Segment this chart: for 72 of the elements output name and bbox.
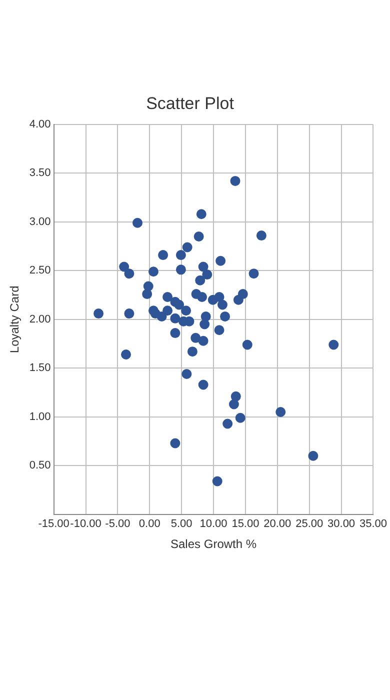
point — [230, 391, 241, 402]
point — [174, 300, 184, 310]
point — [222, 418, 233, 429]
point — [195, 275, 206, 286]
x-tick-label: -5.00 — [105, 518, 130, 530]
x-tick-label: 20.00 — [264, 518, 292, 530]
point — [220, 311, 230, 322]
point — [119, 262, 130, 272]
point — [190, 332, 201, 343]
point — [200, 311, 211, 322]
y-tick-label: 2.00 — [29, 313, 51, 326]
point — [156, 311, 167, 322]
y-tick-label: 3.50 — [29, 167, 51, 180]
point — [181, 306, 192, 316]
point — [217, 300, 228, 310]
point — [248, 268, 259, 279]
point — [132, 218, 142, 228]
point — [94, 308, 104, 319]
point — [176, 250, 186, 260]
x-tick-label: 30.00 — [328, 518, 356, 530]
point — [187, 346, 198, 357]
point — [228, 399, 239, 410]
point — [158, 250, 168, 260]
point — [198, 380, 208, 390]
point — [170, 328, 180, 338]
point — [198, 336, 208, 346]
point — [214, 325, 224, 336]
x-tick-label: -10.00 — [70, 518, 102, 530]
x-tick-label: 0.00 — [138, 518, 160, 530]
point — [242, 340, 252, 350]
point — [182, 242, 192, 252]
y-tick-label: 4.00 — [29, 118, 51, 130]
point — [198, 262, 208, 272]
point — [276, 407, 286, 418]
point — [194, 232, 204, 242]
point — [148, 266, 158, 277]
point — [196, 209, 206, 220]
x-tick-label: -15.00 — [38, 518, 70, 530]
x-tick-label: 15.00 — [232, 518, 260, 530]
chart-title: Scatter Plot — [146, 94, 234, 113]
x-axis-title: Sales Growth % — [170, 537, 257, 552]
x-tick-label: 5.00 — [170, 518, 192, 530]
y-tick-label: 0.50 — [29, 460, 51, 472]
point — [256, 230, 266, 241]
point — [182, 369, 192, 379]
y-tick-label: 1.50 — [29, 362, 51, 374]
point — [143, 281, 154, 292]
point — [328, 340, 339, 350]
point — [176, 264, 186, 275]
point — [202, 270, 212, 280]
x-tick-label: 10.00 — [200, 518, 228, 530]
y-tick-label: 3.00 — [29, 216, 51, 228]
point — [162, 306, 173, 316]
x-tick-label: 35.00 — [359, 518, 387, 530]
point — [235, 412, 246, 423]
x-tick-label: 25.00 — [296, 518, 324, 530]
point — [212, 476, 222, 486]
point — [162, 292, 173, 302]
point — [124, 308, 134, 319]
y-tick-label: 1.00 — [29, 410, 51, 423]
point — [308, 450, 318, 461]
point — [214, 292, 224, 302]
point — [230, 176, 240, 186]
y-axis-title: Loyalty Card — [8, 286, 22, 354]
y-tick-label: 2.50 — [29, 264, 51, 277]
point — [170, 438, 180, 448]
point — [197, 292, 208, 302]
point — [121, 350, 131, 360]
point — [170, 313, 180, 324]
point — [216, 256, 226, 266]
point — [124, 268, 134, 279]
point — [238, 289, 248, 300]
